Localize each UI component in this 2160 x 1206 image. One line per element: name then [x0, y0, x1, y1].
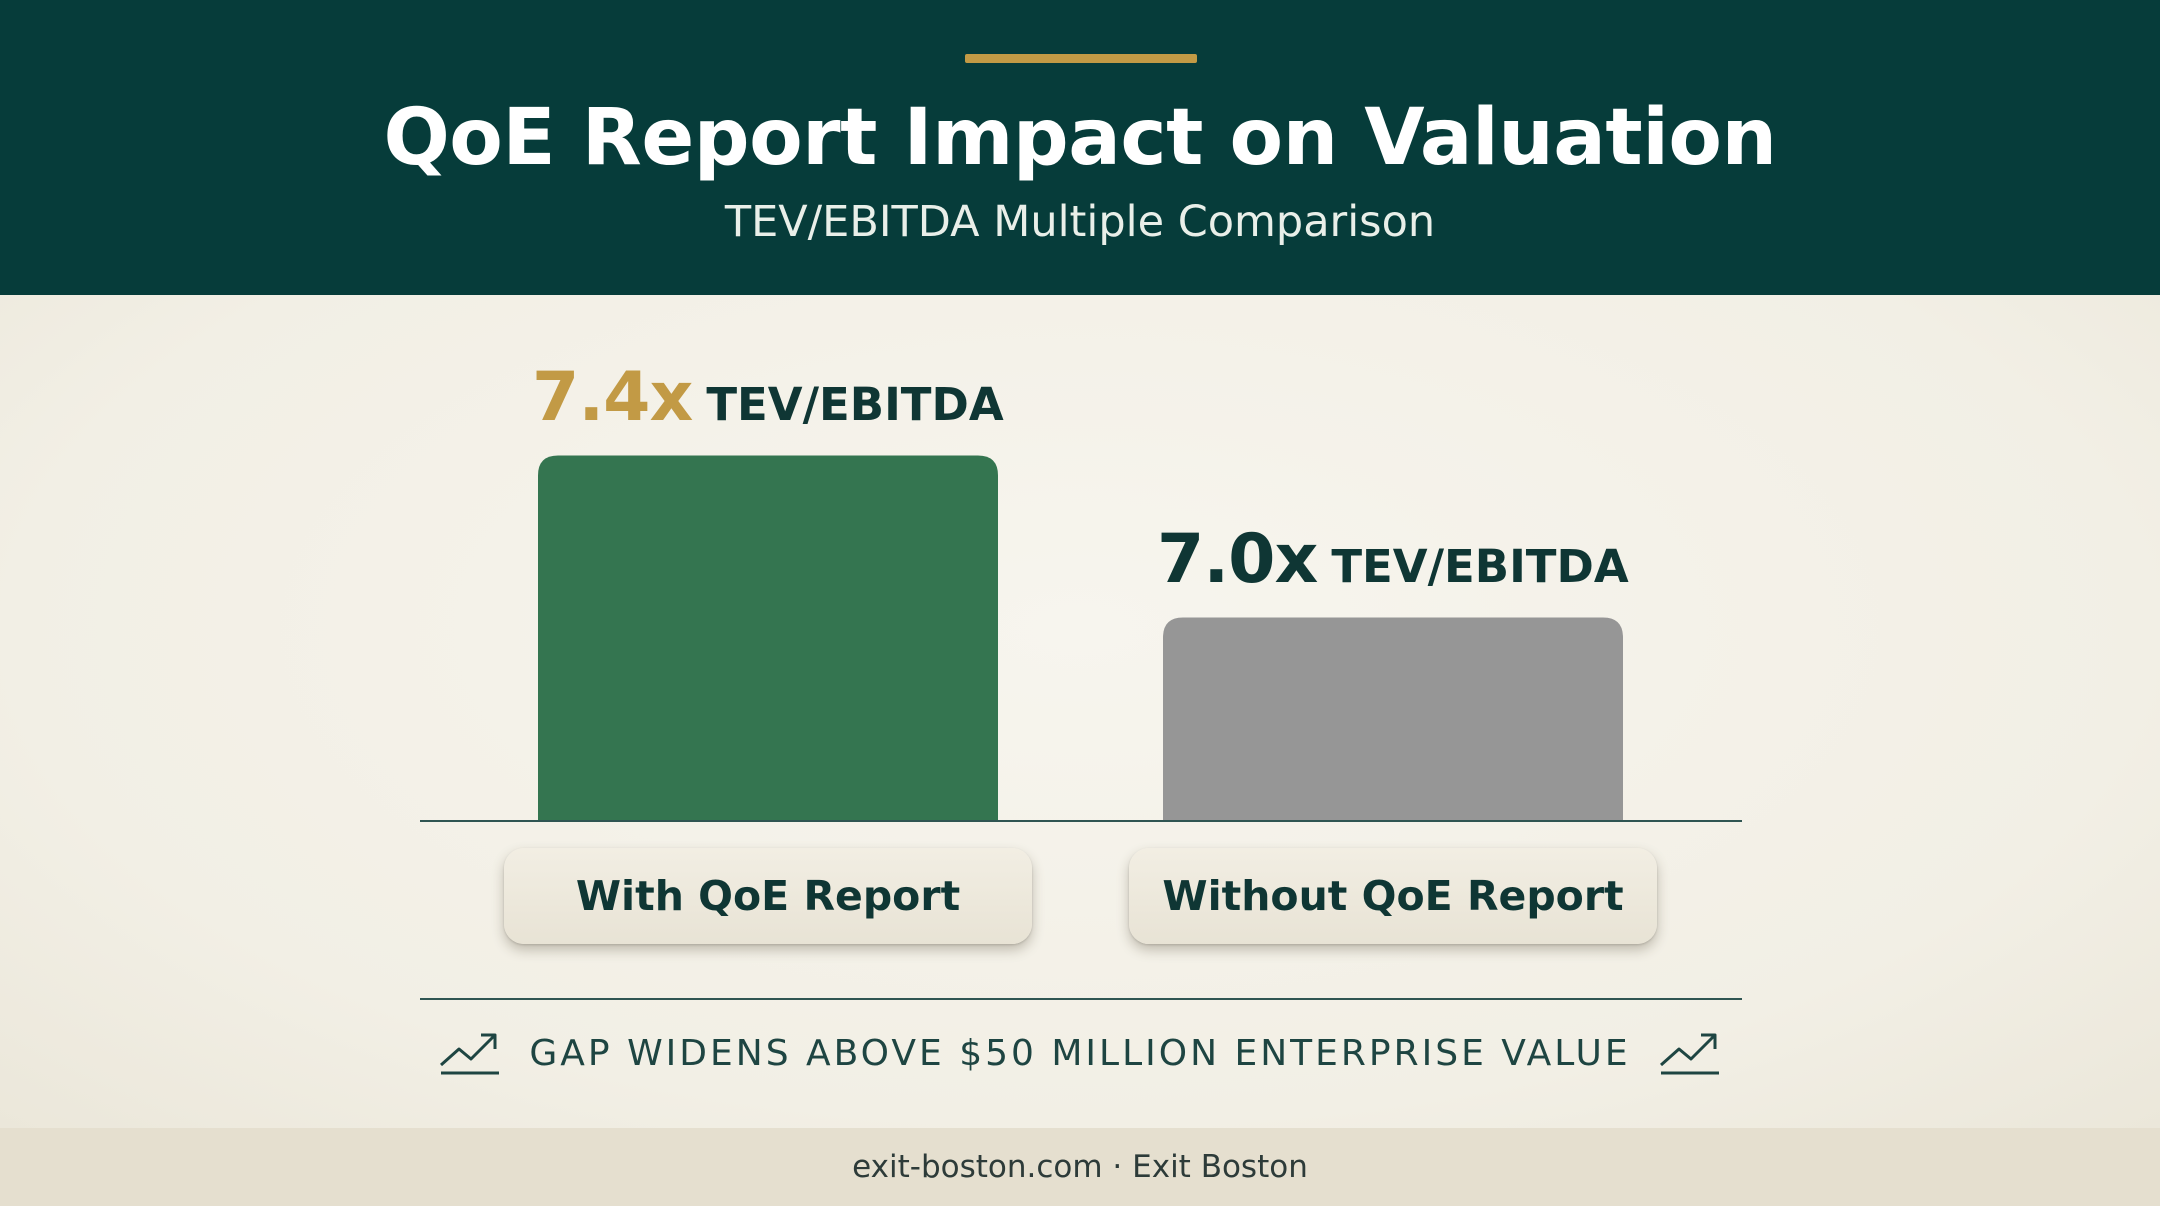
footer-text: exit-boston.com · Exit Boston — [852, 1149, 1308, 1185]
value-label-without-qoe: 7.0x TEV/EBITDA — [1157, 520, 1629, 600]
section-divider — [420, 998, 1742, 1000]
annotation-note: GAP WIDENS ABOVE $50 MILLION ENTERPRISE … — [0, 1023, 2160, 1083]
category-label-with-qoe: With QoE Report — [504, 848, 1032, 944]
header-accent-line — [965, 54, 1197, 63]
value-label-with-qoe: 7.4x TEV/EBITDA — [532, 358, 1004, 438]
value-label-unit: TEV/EBITDA — [706, 377, 1004, 431]
annotation-text: GAP WIDENS ABOVE $50 MILLION ENTERPRISE … — [529, 1032, 1631, 1074]
trend-up-icon — [1659, 1033, 1719, 1075]
value-label-unit: TEV/EBITDA — [1331, 539, 1629, 593]
category-label-without-qoe: Without QoE Report — [1129, 848, 1657, 944]
bar-without-qoe — [1163, 617, 1623, 820]
value-label-number: 7.0x — [1157, 519, 1318, 599]
chart-background — [0, 295, 2160, 1128]
trend-up-icon — [440, 1033, 500, 1075]
footer: exit-boston.com · Exit Boston — [0, 1128, 2160, 1206]
header-banner: QoE Report Impact on Valuation TEV/EBITD… — [0, 0, 2160, 295]
bar-with-qoe — [538, 455, 998, 820]
page-subtitle: TEV/EBITDA Multiple Comparison — [724, 197, 1436, 247]
value-label-number: 7.4x — [532, 357, 693, 437]
page-title: QoE Report Impact on Valuation — [383, 93, 1777, 183]
